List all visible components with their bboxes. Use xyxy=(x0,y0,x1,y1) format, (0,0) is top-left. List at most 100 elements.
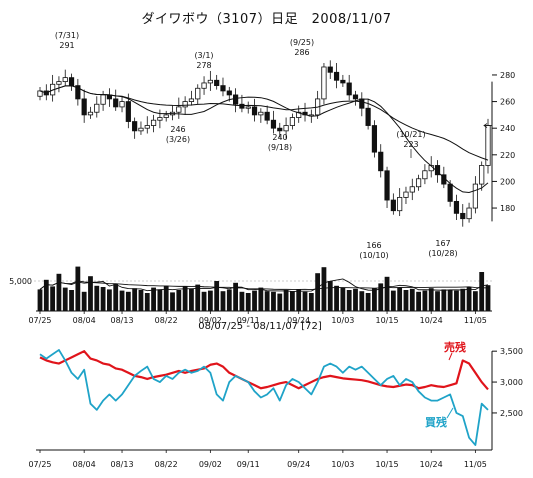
volume-bar xyxy=(264,291,270,311)
volume-bar xyxy=(43,279,49,311)
volume-bar xyxy=(289,291,295,311)
volume-bar xyxy=(88,276,93,311)
volume-bar xyxy=(182,286,188,311)
volume-xtick-label: 10/24 xyxy=(420,316,443,325)
margin-xtick-label: 10/15 xyxy=(376,460,399,469)
candle-body xyxy=(220,85,226,92)
price-ytick-label: 280 xyxy=(500,71,515,80)
annotation-line2: 291 xyxy=(59,41,74,50)
volume-xtick-label: 10/03 xyxy=(331,316,354,325)
margin-xtick-label: 09/11 xyxy=(237,460,260,469)
volume-bar xyxy=(107,289,112,311)
volume-bar xyxy=(334,285,339,311)
volume-bar xyxy=(56,273,62,311)
price-ytick-label: 260 xyxy=(500,98,515,107)
volume-bar xyxy=(252,290,257,311)
volume-xtick-label: 10/15 xyxy=(376,316,399,325)
price-ma-long xyxy=(39,85,489,161)
margin-ytick-label: 3,000 xyxy=(500,378,523,387)
volume-xtick-label: 07/25 xyxy=(28,316,51,325)
candle-body xyxy=(346,82,352,96)
volume-bar xyxy=(390,290,396,311)
volume-bar xyxy=(277,293,283,311)
candle-body xyxy=(415,178,422,188)
candle-body xyxy=(352,94,359,100)
sell-balance-pointer xyxy=(448,352,453,361)
volume-bar xyxy=(365,293,371,311)
chart-title: ダイワボウ（3107）日足 2008/11/07 xyxy=(141,12,392,27)
candle-body xyxy=(157,117,163,121)
volume-bar xyxy=(485,285,491,311)
volume-bar xyxy=(189,288,194,311)
candle-body xyxy=(289,117,295,126)
candle-body xyxy=(270,119,277,129)
volume-bar xyxy=(214,281,220,311)
candle-body xyxy=(62,77,68,83)
volume-bar xyxy=(125,291,131,311)
candle-body xyxy=(138,127,144,132)
candle-body xyxy=(75,85,81,100)
volume-bar xyxy=(119,290,125,311)
volume-bar xyxy=(233,282,239,311)
candle-body xyxy=(453,200,460,214)
volume-bar xyxy=(207,290,213,311)
annotation-line1: 166 xyxy=(366,241,381,250)
volume-bar xyxy=(195,284,201,311)
candle-body xyxy=(340,79,346,84)
candle-body xyxy=(479,165,485,185)
volume-bar xyxy=(271,291,276,311)
volume-bar xyxy=(151,287,156,311)
candle-body xyxy=(113,98,119,108)
volume-bar xyxy=(176,290,182,311)
volume-bar xyxy=(94,285,100,311)
candle-body xyxy=(188,98,195,102)
buy-balance-legend: 買残 xyxy=(425,415,447,429)
candle-body xyxy=(283,125,289,132)
volume-bar xyxy=(466,287,472,311)
annotation-line1: 246 xyxy=(170,125,185,134)
margin-xtick-label: 08/22 xyxy=(155,460,178,469)
annotation-line2: 278 xyxy=(196,61,211,70)
annotation-line2: (9/18) xyxy=(268,143,292,152)
annotation-line2: (10/28) xyxy=(428,249,457,258)
price-ytick-label: 180 xyxy=(500,204,515,213)
candle-body xyxy=(333,71,340,81)
volume-bar xyxy=(62,287,68,311)
candle-body xyxy=(226,90,232,96)
volume-bar xyxy=(100,287,106,311)
volume-bar xyxy=(144,293,150,311)
volume-bar xyxy=(283,290,289,311)
volume-bar xyxy=(327,281,333,311)
annotation-line1: (9/25) xyxy=(290,38,314,47)
annotation-line1: (3/1) xyxy=(194,51,213,60)
volume-bar xyxy=(226,289,232,311)
volume-bar xyxy=(296,289,302,311)
volume-xtick-label: 08/13 xyxy=(110,316,133,325)
candle-body xyxy=(68,77,75,87)
volume-bar xyxy=(441,289,447,311)
buy-balance-pointer xyxy=(446,407,454,419)
volume-bar xyxy=(416,291,421,311)
volume-bar xyxy=(220,291,226,311)
volume-bar xyxy=(378,283,384,311)
candle-body xyxy=(397,196,403,212)
volume-bar xyxy=(321,267,327,311)
candle-body xyxy=(132,121,138,132)
volume-bar xyxy=(245,293,251,311)
volume-bar xyxy=(170,292,175,311)
candle-body xyxy=(359,98,365,109)
volume-xtick-label: 09/11 xyxy=(237,316,260,325)
candle-body xyxy=(378,151,384,172)
margin-xtick-label: 09/24 xyxy=(287,460,310,469)
candle-body xyxy=(403,191,409,198)
candle-body xyxy=(100,94,106,105)
candle-body xyxy=(264,111,270,121)
margin-xtick-label: 08/04 xyxy=(73,460,96,469)
margin-xtick-label: 11/05 xyxy=(464,460,487,469)
volume-bar xyxy=(157,289,163,311)
candle-body xyxy=(56,81,62,85)
volume-xtick-label: 08/22 xyxy=(155,316,178,325)
candle-body xyxy=(251,106,258,116)
volume-xtick-label: 09/24 xyxy=(287,316,310,325)
